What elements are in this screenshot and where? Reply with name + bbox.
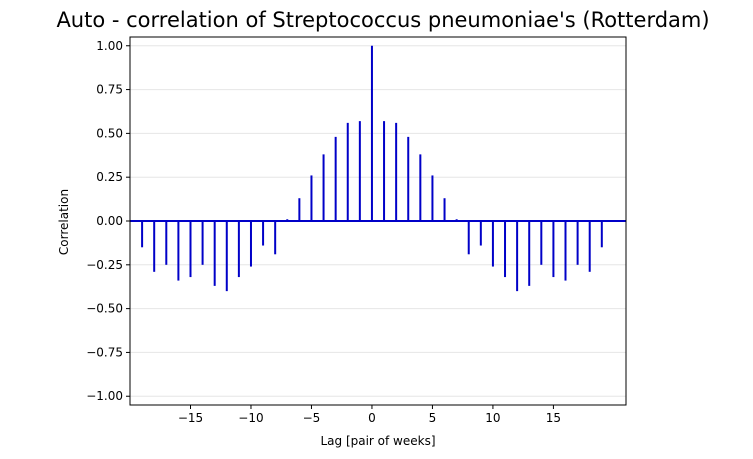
chart-title: Auto - correlation of Streptococcus pneu… xyxy=(56,8,709,32)
x-tick-label: 15 xyxy=(546,411,561,425)
y-tick-label: −0.75 xyxy=(86,345,123,359)
x-tick-label: −5 xyxy=(303,411,321,425)
y-tick-label: 0.00 xyxy=(96,214,123,228)
y-tick-label: −0.50 xyxy=(86,302,123,316)
y-axis-ticks: −1.00 −0.75 −0.50 −0.25 0.00 0.25 0.50 0.75 1.00 xyxy=(86,39,130,403)
y-tick-label: −1.00 xyxy=(86,389,123,403)
y-tick-label: 0.75 xyxy=(96,83,123,97)
x-axis-ticks: −15 −10 −5 0 5 10 15 xyxy=(178,405,561,425)
x-tick-label: −15 xyxy=(178,411,203,425)
y-tick-label: 0.50 xyxy=(96,126,123,140)
y-tick-label: −0.25 xyxy=(86,258,123,272)
x-tick-label: 5 xyxy=(429,411,437,425)
x-tick-label: −10 xyxy=(238,411,263,425)
y-tick-label: 0.25 xyxy=(96,170,123,184)
y-tick-label: 1.00 xyxy=(96,39,123,53)
x-tick-label: 10 xyxy=(485,411,500,425)
y-axis-label: Correlation xyxy=(57,189,71,255)
bars xyxy=(141,45,603,292)
x-tick-label: 0 xyxy=(368,411,376,425)
x-axis-label: Lag [pair of weeks] xyxy=(320,434,435,448)
